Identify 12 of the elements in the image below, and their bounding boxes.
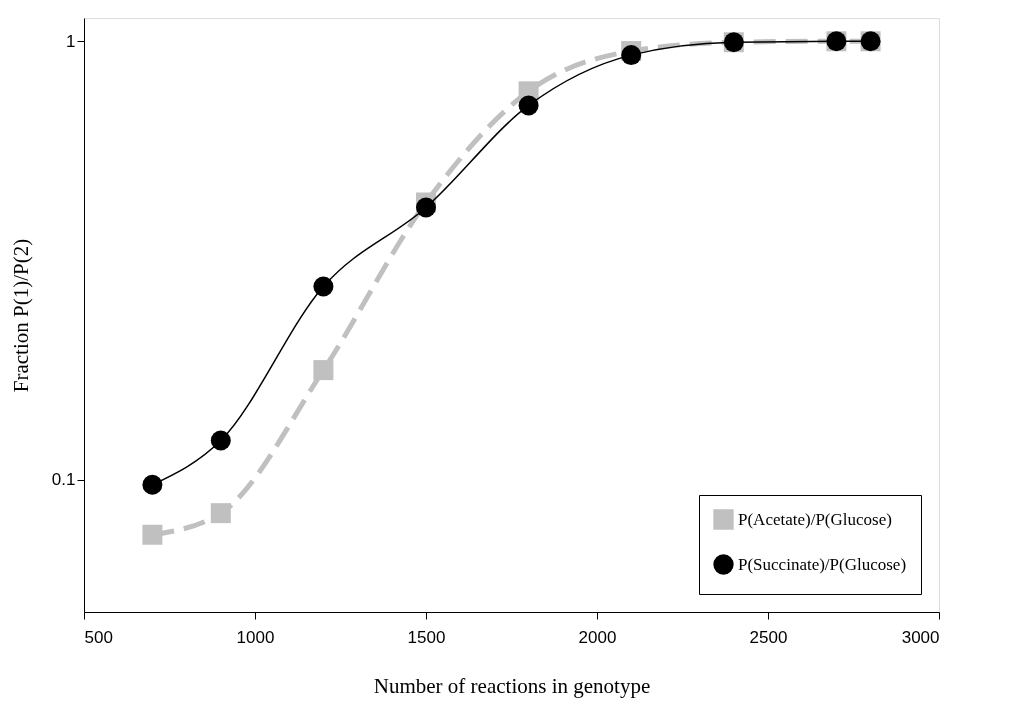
y-tick-label: 1 [66, 31, 76, 51]
x-axis-title: Number of reactions in genotype [373, 673, 651, 698]
y-axis-title: Fraction P(1)/P(2) [8, 238, 33, 393]
legend-label: P(Succinate)/P(Glucose) [738, 554, 907, 574]
x-tick-label: 1000 [236, 627, 275, 647]
x-tick-label: 500 [84, 627, 113, 647]
x-tick-label: 2500 [749, 627, 788, 647]
x-tick-label: 3000 [901, 627, 940, 647]
x-tick-label: 2000 [578, 627, 617, 647]
legend-label: P(Acetate)/P(Glucose) [738, 509, 892, 529]
x-tick-label: 1500 [407, 627, 446, 647]
y-tick-label: 0.1 [51, 470, 76, 490]
